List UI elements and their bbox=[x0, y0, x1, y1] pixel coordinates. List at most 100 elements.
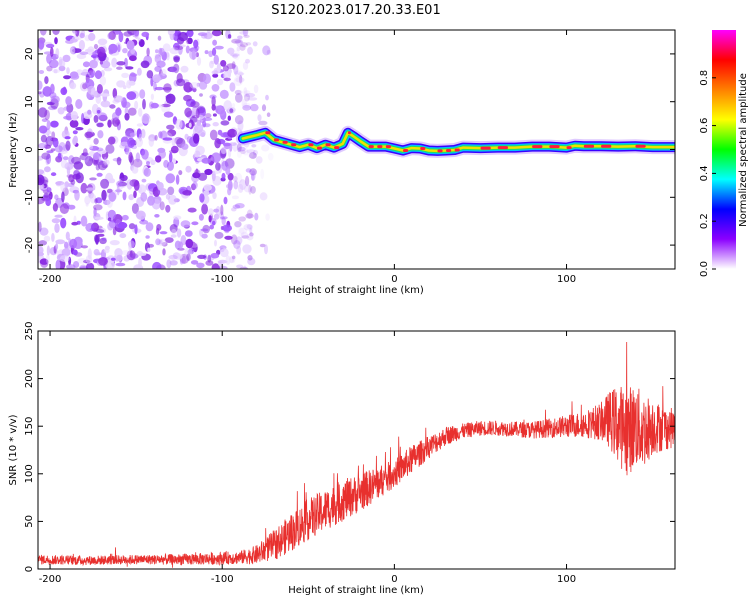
spectrogram-noise-cell bbox=[54, 145, 63, 153]
spectrogram-noise-cell bbox=[119, 233, 127, 239]
spectrogram-noise-cell bbox=[212, 192, 217, 200]
spectrogram-noise-cell bbox=[249, 232, 254, 237]
spectrogram-noise-cell bbox=[145, 235, 150, 239]
spectrogram-noise-cell bbox=[126, 80, 132, 89]
spectrogram-noise-cell bbox=[138, 133, 142, 142]
spectrogram-noise-cell bbox=[100, 178, 110, 189]
spectrogram-noise-cell bbox=[193, 133, 200, 144]
spectrogram-noise-cell bbox=[235, 236, 243, 245]
spectrogram-noise-cell bbox=[190, 101, 200, 108]
spectrogram-noise-cell bbox=[207, 208, 214, 217]
spectrogram-noise-cell bbox=[38, 125, 48, 134]
spectrogram-noise-cell bbox=[188, 122, 192, 128]
spectrogram-noise-cell bbox=[223, 77, 231, 82]
spectrogram-noise-cell bbox=[93, 43, 99, 50]
spectrogram-noise-cell bbox=[249, 227, 253, 234]
spectrogram-noise-cell bbox=[159, 47, 165, 56]
spectrogram-noise-cell bbox=[50, 83, 55, 95]
spectrogram-noise-cell bbox=[195, 108, 200, 119]
spectrogram-noise-cell bbox=[255, 156, 263, 164]
spectrogram-noise-cell bbox=[142, 98, 146, 110]
spectrogram-ridge-peak bbox=[316, 146, 323, 150]
spectrogram-noise-cell bbox=[253, 84, 259, 94]
spectrogram-noise-cell bbox=[54, 223, 60, 234]
spectrogram-noise-cell bbox=[97, 233, 105, 237]
spectrogram-noise-cell bbox=[131, 166, 139, 174]
spectrogram-noise-cell bbox=[245, 213, 254, 219]
spectrogram-noise-cell bbox=[162, 248, 166, 256]
spectrogram-noise-cell bbox=[108, 191, 117, 202]
spectrogram-noise-cell bbox=[123, 31, 133, 37]
spectrogram-noise-cell bbox=[214, 45, 224, 50]
spectrogram-noise-cell bbox=[166, 52, 170, 61]
spectrogram-noise-cell bbox=[186, 253, 191, 261]
spectrogram-noise-cell bbox=[185, 238, 194, 249]
spectrogram-noise-cell bbox=[244, 93, 250, 102]
spectrogram-noise-cell bbox=[80, 30, 86, 36]
spectrogram-noise-cell bbox=[245, 168, 252, 173]
spectrogram-noise-cell bbox=[236, 245, 242, 255]
spectrogram-noise-cell bbox=[241, 235, 250, 239]
spectrogram-noise-cell bbox=[230, 234, 238, 245]
spectrogram-ridge bbox=[235, 125, 675, 158]
spectrogram-noise-cell bbox=[220, 147, 227, 155]
spectrogram-noise-cell bbox=[44, 109, 50, 121]
spectrogram-noise-cell bbox=[62, 54, 71, 63]
spectrogram-noise-cell bbox=[238, 216, 246, 222]
spectrogram-noise-cell bbox=[180, 65, 189, 73]
spectrogram-noise-cell bbox=[166, 259, 172, 269]
spectrogram-noise-cell bbox=[257, 114, 262, 122]
spectrogram-noise-cell bbox=[55, 259, 61, 269]
spectrogram-noise-cell bbox=[121, 72, 129, 78]
spectrogram-noise-cell bbox=[63, 75, 71, 80]
spectrogram-noise-cell bbox=[220, 216, 228, 220]
spectrogram-noise-cell bbox=[122, 101, 131, 109]
snr-x-tick-label: 0 bbox=[391, 574, 397, 585]
spectrogram-noise-cell bbox=[60, 159, 68, 169]
spectrogram-ridge-peak bbox=[446, 149, 452, 152]
spectrogram-noise-cell bbox=[113, 95, 124, 103]
spectrogram-noise-cell bbox=[240, 231, 248, 239]
spectrogram-noise-cell bbox=[132, 158, 143, 168]
spectrogram-noise-cell bbox=[222, 224, 233, 232]
spectrogram-noise-cell bbox=[38, 80, 43, 91]
spectrogram-noise-cell bbox=[146, 70, 154, 79]
spectrogram-noise-cell bbox=[62, 86, 67, 95]
spectrogram-noise-cell bbox=[111, 57, 118, 68]
snr-plot-area bbox=[38, 331, 675, 569]
spectrogram-noise-cell bbox=[243, 90, 251, 95]
spectrogram-noise-cell bbox=[178, 170, 183, 176]
spectrogram-noise-cell bbox=[217, 107, 226, 117]
spectrogram-noise-cell bbox=[84, 155, 94, 167]
spectrogram-ridge-peak bbox=[454, 148, 460, 152]
spectrogram-noise-cell bbox=[193, 127, 197, 135]
spectrogram-noise-cell bbox=[50, 148, 56, 152]
spectrogram-noise-cell bbox=[265, 94, 269, 101]
spectrogram-noise-cell bbox=[40, 258, 49, 268]
spectrogram-noise-cell bbox=[227, 115, 231, 121]
spectrogram-noise-cell bbox=[219, 89, 229, 99]
spectrogram-noise-cell bbox=[80, 215, 88, 227]
spectrogram-noise-cell bbox=[70, 111, 78, 121]
spectrogram-noise-cell bbox=[209, 129, 218, 141]
spectrogram-ridge-peak bbox=[480, 146, 491, 150]
spectrogram-noise-cell bbox=[196, 56, 202, 66]
spectrogram-noise-cell bbox=[190, 260, 199, 265]
spectrogram-noise-cell bbox=[193, 39, 199, 49]
spectrogram-noise-cell bbox=[246, 209, 253, 219]
spectrogram-y-label: Frequency (Hz) bbox=[8, 112, 19, 188]
spectrogram-noise-cell bbox=[214, 231, 224, 239]
spectrogram-noise-cell bbox=[97, 38, 108, 46]
spectrogram-noise-cell bbox=[250, 173, 255, 181]
spectrogram-noise-cell bbox=[236, 264, 244, 269]
spectrogram-noise-cell bbox=[116, 254, 123, 262]
spectrogram-noise-cell bbox=[234, 115, 244, 125]
spectrogram-noise-cell bbox=[155, 238, 161, 246]
spectrogram-noise-cell bbox=[178, 241, 184, 249]
spectrogram-noise-cell bbox=[81, 245, 88, 249]
spectrogram-noise-cell bbox=[183, 94, 192, 102]
spectrogram-noise-cell bbox=[234, 221, 242, 228]
spectrogram-noise-cell bbox=[241, 98, 247, 108]
spectrogram-noise-cell bbox=[55, 239, 66, 245]
